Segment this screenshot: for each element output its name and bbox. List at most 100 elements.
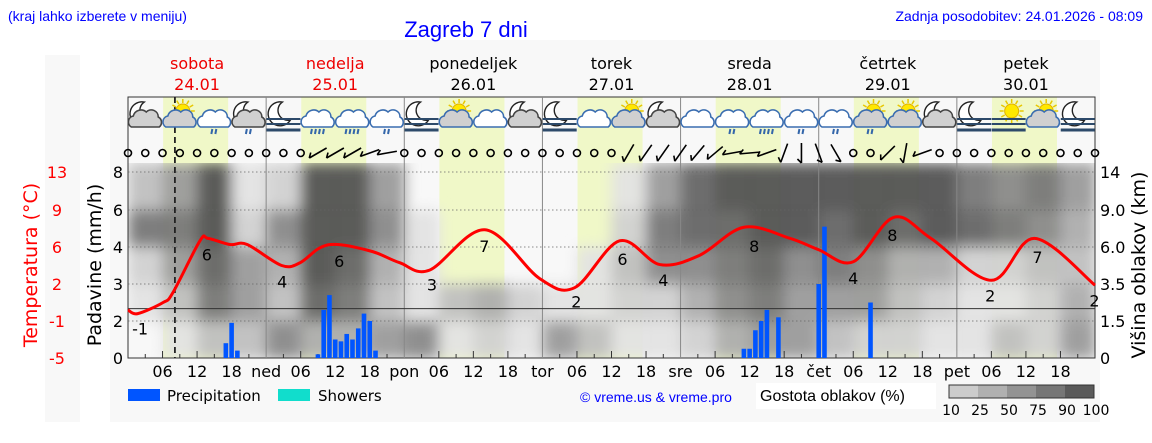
wind-barb-shaft — [674, 144, 687, 162]
temperature-label: -1 — [132, 320, 148, 339]
cloud-icon — [714, 109, 750, 128]
wind-barb-flag — [655, 155, 659, 162]
wind-barb-flag — [756, 150, 761, 157]
sun-ray — [1052, 104, 1057, 108]
x-tick-label: 18 — [912, 362, 932, 381]
sun-ray — [1035, 104, 1040, 108]
sun-ray — [901, 100, 905, 105]
temperature-label: 2 — [571, 292, 581, 311]
x-tick-label: 18 — [1050, 362, 1070, 381]
wind-calm-icon — [486, 148, 495, 158]
cloud-icon — [887, 109, 923, 128]
last-updated: Zadnja posodobitev: 24.01.2026 - 08:09 — [895, 8, 1143, 24]
wind-calm-icon — [935, 148, 944, 158]
colorbar-label: 10 — [942, 403, 960, 419]
cloud-cell — [1025, 163, 1062, 211]
precipitation-bar — [223, 343, 229, 358]
x-tick-label: 06 — [981, 362, 1001, 381]
cloud-cell — [162, 284, 199, 322]
colorbar-segment — [1065, 385, 1094, 398]
precipitation-bar — [229, 322, 234, 358]
wind-calm-icon — [538, 148, 547, 158]
cloud-cell — [680, 321, 717, 358]
cloud-cell — [715, 284, 751, 322]
cloud-cell — [646, 284, 682, 322]
wind-calm-icon — [1056, 148, 1065, 158]
wind-barb-flag — [376, 149, 382, 156]
colorbar-segment — [1007, 385, 1036, 398]
wind-calm-icon — [1038, 148, 1048, 158]
wind-barb-flag — [899, 157, 904, 164]
rain-drop — [766, 128, 770, 135]
cloud-height-axis-label: Višina oblakov (km) — [1128, 172, 1150, 359]
wind-barb-shaft — [912, 148, 932, 158]
sun-ray — [635, 100, 639, 105]
location-note[interactable]: (kraj lahko izberete v meniju) — [8, 8, 187, 24]
cloud-cell — [300, 163, 337, 211]
wind-calm-icon — [417, 148, 426, 158]
temperature-line — [127, 215, 1096, 316]
wind-barb-icon — [912, 148, 932, 158]
x-tick-label: 06 — [567, 362, 587, 381]
rain-drop — [317, 128, 321, 135]
precipitation-tick: 6 — [113, 201, 123, 220]
cloud-cell — [784, 321, 820, 358]
cloud-blur-group — [128, 163, 1095, 358]
wind-barb-flag — [835, 159, 842, 163]
x-tick-label: 12 — [878, 362, 898, 381]
colorbar-label: 75 — [1029, 403, 1047, 419]
cloud-cell — [784, 247, 820, 285]
cloud-icon — [783, 109, 819, 128]
cloud-cell — [611, 321, 648, 358]
x-tick-label: 18 — [360, 362, 380, 381]
moon-fog-icon — [1060, 101, 1095, 132]
temperature-tick: 9 — [52, 201, 62, 220]
precipitation-tick: 0 — [113, 349, 123, 368]
moon-fog-icon — [957, 101, 992, 132]
cloud-cell — [853, 247, 889, 285]
cloud-cell — [1060, 321, 1095, 358]
cloud-cell — [956, 163, 993, 211]
wind-barb-shaft — [360, 148, 380, 158]
cloud-cell — [335, 247, 371, 285]
wind-barb-flag — [816, 159, 823, 164]
wind-barb-icon — [706, 145, 724, 161]
grid — [127, 96, 1096, 359]
cloud-cell — [162, 163, 199, 211]
day-headers: sobota 24.01 nedelja 25.01 ponedeljek 26.01 to… — [170, 54, 1049, 94]
sun-ray — [1049, 100, 1053, 105]
day-date: 24.01 — [174, 75, 220, 94]
rain-drop — [728, 128, 732, 135]
x-tick-label: 12 — [325, 362, 345, 381]
cloud-cell — [749, 163, 786, 211]
sun-ray — [1018, 104, 1023, 108]
cloud-cell — [887, 321, 924, 358]
precipitation-bar — [868, 302, 873, 358]
legend-precipitation-label: Precipitation — [167, 387, 261, 405]
precipitation-tick: 3 — [113, 275, 123, 294]
rain-drop — [348, 128, 352, 135]
cloud-cell — [335, 210, 371, 248]
wind-calm-icon — [520, 148, 530, 158]
wind-barb-shaft — [639, 144, 653, 162]
rain-drop — [344, 128, 348, 135]
precipitation-bar — [764, 309, 770, 358]
colorbar-frame — [948, 384, 1095, 399]
day-name: nedelja — [306, 54, 365, 73]
cloud-cell — [300, 210, 337, 248]
wind-calm-icon — [192, 148, 202, 158]
wind-calm-icon — [158, 148, 167, 158]
wind-barb-icon — [343, 147, 362, 159]
cloud-density-title: Gostota oblakov (%) — [760, 388, 905, 405]
precipitation-bar — [344, 333, 350, 358]
legend-showers-swatch — [278, 389, 310, 401]
temperature-tick: 2 — [52, 275, 62, 294]
wind-calm-icon — [123, 148, 133, 158]
x-tick-label: 06 — [152, 362, 172, 381]
x-tick-label: pet — [944, 362, 970, 381]
copyright-link[interactable]: © vreme.us & vreme.pro — [580, 389, 732, 405]
wind-calm-icon — [952, 148, 962, 158]
wind-barb-icon — [308, 147, 328, 159]
wind-barb-flag — [308, 152, 312, 159]
